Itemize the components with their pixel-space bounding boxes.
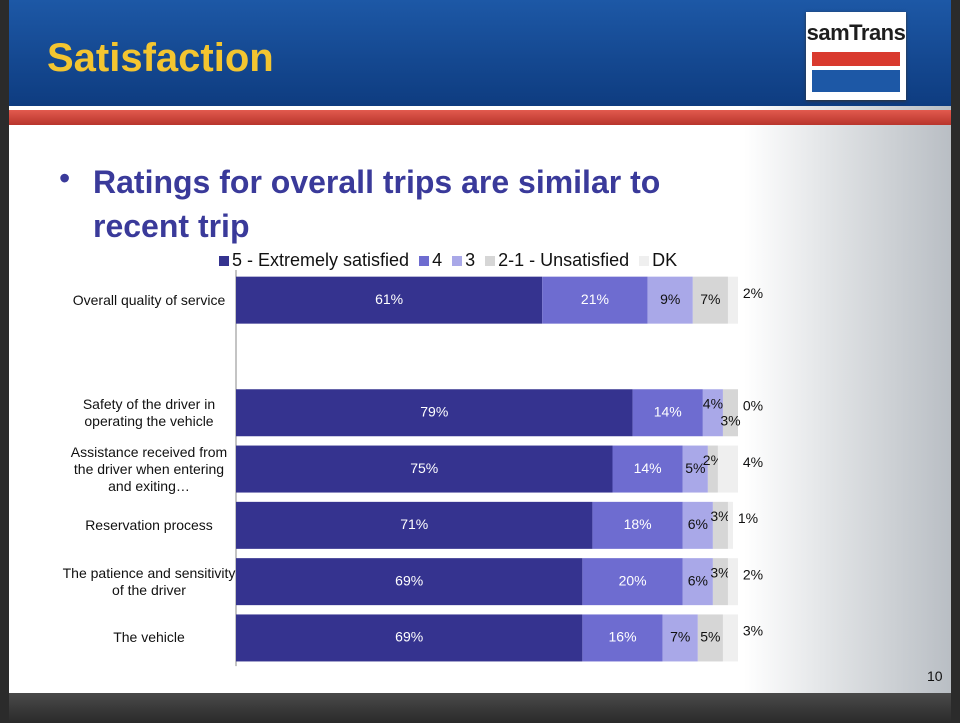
- bar-segment: [236, 614, 583, 662]
- bar-segment: [692, 276, 728, 324]
- bar-segment: [712, 501, 728, 549]
- bar-segment: [722, 614, 738, 662]
- category-label: Safety of the driver in operating the ve…: [82, 395, 216, 429]
- bar-segment: [236, 389, 633, 437]
- footer: [9, 693, 951, 723]
- legend-label: DK: [652, 250, 678, 270]
- bar-segment: [727, 501, 733, 549]
- value-label: 4%: [703, 395, 723, 411]
- bar-segment: [542, 276, 648, 324]
- bar-segment: [236, 445, 613, 493]
- value-label: 5%: [685, 460, 705, 476]
- value-label: 2%: [743, 285, 763, 301]
- value-label: 7%: [700, 291, 720, 307]
- value-label: 7%: [670, 629, 690, 645]
- bar-segment: [632, 389, 703, 437]
- value-label: 4%: [743, 454, 763, 470]
- value-label: 61%: [375, 291, 403, 307]
- logo: samTrans: [806, 12, 906, 100]
- legend-item: 4: [419, 250, 442, 271]
- legend-label: 3: [465, 250, 476, 270]
- slide-title: Satisfaction: [47, 36, 274, 80]
- bar-segment: [662, 614, 698, 662]
- legend: 5 - Extremely satisfied 4 3 2-1 - Unsatisfi…: [219, 250, 677, 271]
- value-label: 21%: [581, 291, 609, 307]
- value-label: 18%: [624, 516, 652, 532]
- legend-item: DK: [639, 250, 677, 271]
- value-label: 5%: [700, 629, 720, 645]
- bar-segment: [697, 614, 723, 662]
- bar-segment: [582, 614, 663, 662]
- value-label: 69%: [395, 629, 423, 645]
- value-label: 9%: [660, 291, 680, 307]
- bar-segment: [647, 276, 693, 324]
- value-label: 3%: [710, 564, 730, 580]
- bar-segment: [612, 445, 683, 493]
- value-label: 6%: [688, 572, 708, 588]
- bar-segment: [592, 501, 683, 549]
- bar-segment: [722, 389, 738, 437]
- bar-segment: [236, 276, 543, 324]
- legend-swatch: [639, 255, 650, 266]
- value-label: 79%: [420, 403, 448, 419]
- bar-segment: [717, 445, 738, 493]
- page-number: 10: [927, 668, 943, 684]
- chart: 61% 21% 9% 7% 2%79% 14% 4%3%0%75% 14% 5%2% 4%71% 1…: [235, 270, 763, 667]
- logo-text: samTrans: [806, 20, 906, 45]
- legend-item: 2-1 - Unsatisfied: [485, 250, 629, 271]
- legend-swatch: [452, 255, 463, 266]
- value-label: 3%: [743, 623, 763, 639]
- category-label: The vehicle: [113, 629, 185, 646]
- legend-label: 2-1 - Unsatisfied: [498, 250, 630, 270]
- bar-segment: [712, 558, 728, 606]
- value-label: 1%: [738, 510, 758, 526]
- logo-red-bar: [812, 52, 900, 66]
- category-label: Overall quality of service: [72, 291, 226, 308]
- bar-segment: [727, 276, 738, 324]
- bullet-text: Ratings for overall trips are similar to…: [93, 164, 661, 244]
- value-label: 71%: [400, 516, 428, 532]
- bar-segment: [707, 445, 718, 493]
- value-label: 14%: [634, 460, 662, 476]
- bar-segment: [682, 501, 713, 549]
- bar-segment: [582, 558, 683, 606]
- bar-segment: [682, 558, 713, 606]
- bar-segment: [236, 501, 593, 549]
- legend-item: 5 - Extremely satisfied: [219, 250, 409, 271]
- category-label: Reservation process: [85, 516, 213, 533]
- legend-swatch: [419, 255, 430, 266]
- value-label: 14%: [654, 403, 682, 419]
- bar-segment: [236, 558, 583, 606]
- value-label: 3%: [720, 412, 740, 428]
- value-label: 6%: [688, 516, 708, 532]
- value-label: 0%: [743, 397, 763, 413]
- header: [9, 0, 951, 106]
- bar-segment: [702, 389, 723, 437]
- bar-segment: [727, 558, 738, 606]
- value-label: 20%: [619, 572, 647, 588]
- legend-swatch: [485, 255, 496, 266]
- legend-swatch: [219, 255, 229, 266]
- legend-label: 4: [432, 250, 443, 270]
- value-label: 75%: [410, 460, 438, 476]
- bar-segment: [682, 445, 708, 493]
- bullet-marker: •: [59, 160, 71, 196]
- legend-label: 5 - Extremely satisfied: [232, 250, 410, 270]
- legend-item: 3: [452, 250, 475, 271]
- value-label: 16%: [609, 629, 637, 645]
- header-stripe: [9, 110, 951, 125]
- logo-blue-bar: [812, 70, 900, 92]
- category-label: The patience and sensitivity of the driv…: [62, 564, 236, 598]
- value-label: 69%: [395, 572, 423, 588]
- value-label: 2%: [743, 566, 763, 582]
- category-label: Assistance received from the driver when…: [70, 443, 228, 494]
- value-label: 3%: [710, 508, 730, 524]
